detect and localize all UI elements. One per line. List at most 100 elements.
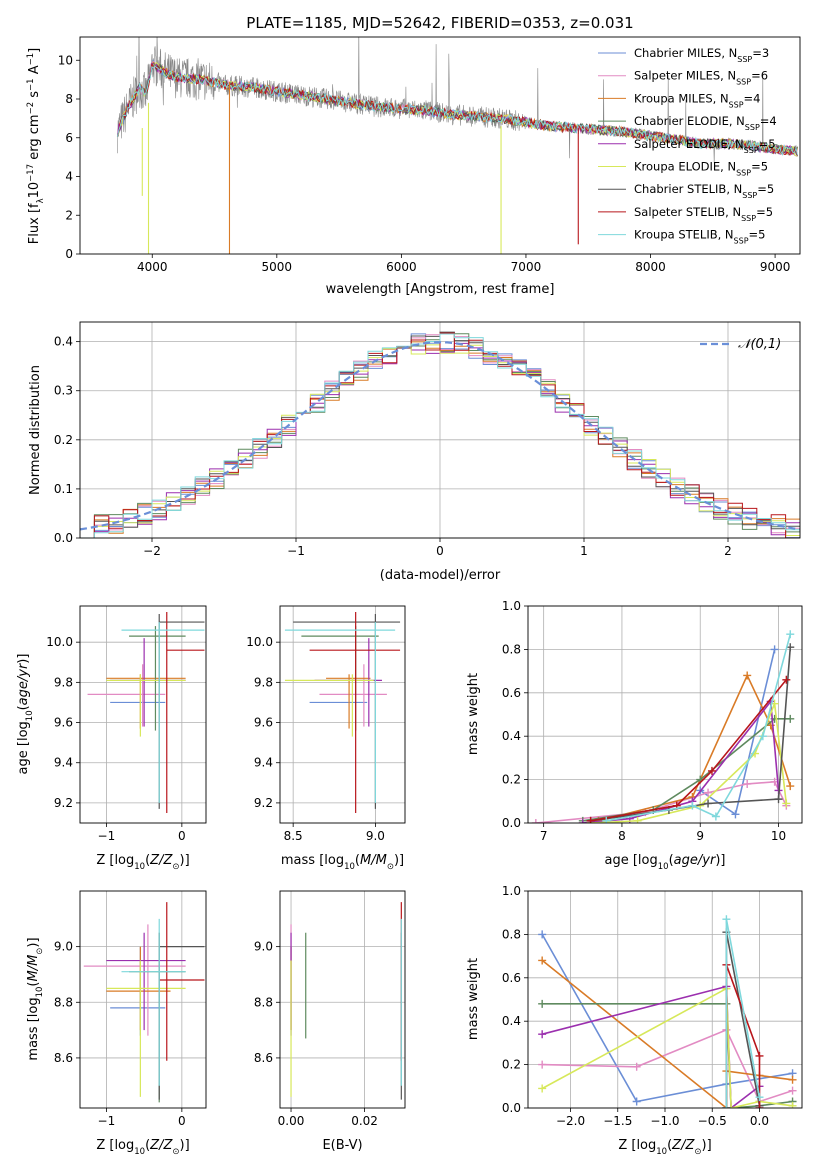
y-axis-label: mass [log10(M/M⊙)] bbox=[26, 937, 45, 1060]
weight-marker bbox=[727, 1104, 736, 1108]
weight-marker bbox=[632, 1062, 641, 1071]
weight-marker bbox=[538, 956, 547, 965]
x-tick-label: −2.0 bbox=[556, 1114, 585, 1128]
x-tick-label: 7 bbox=[540, 829, 548, 843]
y-tick-label: 0.8 bbox=[502, 927, 521, 941]
weight-marker bbox=[711, 812, 720, 821]
y-tick-label: 1.0 bbox=[502, 599, 521, 613]
y-tick-label: 9.6 bbox=[54, 716, 73, 730]
weight-marker bbox=[538, 999, 547, 1008]
axes-age-vs-Z: −1 0 9.2 9.4 9.6 9.8 10.0 Z [log10(Z/Z⊙)] age [l… bbox=[16, 605, 207, 872]
y-tick-label: 6 bbox=[65, 131, 73, 145]
y-tick-label: 0.4 bbox=[502, 729, 521, 743]
plot-area-weight-vs-Z bbox=[538, 915, 797, 1108]
x-tick-label: 9.0 bbox=[366, 829, 385, 843]
weight-marker bbox=[774, 795, 783, 804]
x-tick-label: 10 bbox=[771, 829, 786, 843]
y-tick-label: 9.0 bbox=[254, 940, 273, 954]
weight-line bbox=[541, 987, 793, 1108]
weight-line bbox=[590, 647, 792, 822]
frame-mass-vs-Z bbox=[79, 890, 207, 1109]
x-axis-label: Z [log10(Z/Z⊙)] bbox=[96, 1138, 189, 1157]
x-tick-label: −1.5 bbox=[603, 1114, 632, 1128]
weight-line bbox=[582, 718, 791, 822]
x-tick-label: 9 bbox=[696, 829, 704, 843]
legend-entry: Chabrier MILES, NSSP=3 bbox=[634, 46, 769, 64]
plot-area-age-vs-mass bbox=[284, 612, 401, 813]
x-axis-label: mass [log10(M/M⊙)] bbox=[281, 853, 404, 872]
x-axis-label: wavelength [Angstrom, rest frame] bbox=[326, 282, 555, 297]
x-axis-label: Z [log10(Z/Z⊙)] bbox=[96, 853, 189, 872]
weight-marker bbox=[538, 1060, 547, 1069]
weight-marker bbox=[782, 675, 791, 684]
weight-marker bbox=[743, 671, 752, 680]
y-tick-label: 8.8 bbox=[54, 995, 73, 1009]
weight-marker bbox=[722, 915, 731, 924]
x-tick-label: −1.0 bbox=[650, 1114, 679, 1128]
x-tick-label: −0.5 bbox=[698, 1114, 727, 1128]
x-tick-label: −2 bbox=[143, 544, 161, 558]
y-axis-label: mass weight bbox=[466, 673, 481, 755]
weight-line bbox=[542, 1028, 793, 1103]
y-tick-label: 2 bbox=[65, 208, 73, 222]
y-tick-label: 9.2 bbox=[254, 796, 273, 810]
y-tick-label: 9.4 bbox=[54, 756, 73, 770]
y-tick-label: 9.0 bbox=[54, 940, 73, 954]
y-tick-label: 0.0 bbox=[54, 531, 73, 545]
weight-marker bbox=[722, 1104, 731, 1108]
weight-marker bbox=[538, 930, 547, 939]
weight-marker bbox=[688, 801, 697, 810]
legend-entry: Kroupa ELODIE, NSSP=5 bbox=[634, 160, 768, 178]
weight-marker bbox=[578, 819, 587, 823]
axes-weight-vs-Z: −2.0 −1.5 −1.0 −0.5 0.0 0.0 0.2 0.4 0.6 0.8 1.0 Z [… bbox=[466, 884, 803, 1157]
y-tick-label: 0.4 bbox=[54, 335, 73, 349]
axes-spectrum: 4000 5000 6000 7000 8000 9000 0 2 4 6 8 10 wavelengt… bbox=[26, 36, 801, 297]
y-tick-label: 0.2 bbox=[502, 773, 521, 787]
model-spectrum-line bbox=[116, 64, 798, 157]
legend-entry: Chabrier STELIB, NSSP=5 bbox=[634, 182, 774, 200]
plot-area-spectrum bbox=[116, 37, 798, 254]
y-tick-label: 0.6 bbox=[502, 686, 521, 700]
weight-marker bbox=[538, 1084, 547, 1093]
x-axis-label: E(B-V) bbox=[322, 1138, 362, 1153]
weight-marker bbox=[632, 1097, 641, 1106]
x-tick-label: 6000 bbox=[386, 260, 417, 274]
weight-line bbox=[542, 1003, 793, 1108]
weight-line bbox=[590, 679, 787, 822]
x-tick-label: 4000 bbox=[137, 260, 168, 274]
weight-marker bbox=[758, 732, 767, 741]
y-tick-label: 8.6 bbox=[254, 1051, 273, 1065]
axes-mass-vs-ebv: 0.00 0.02 8.6 8.8 9.0 E(B-V) bbox=[254, 890, 406, 1153]
y-tick-label: 0.0 bbox=[502, 816, 521, 830]
weight-marker bbox=[788, 1075, 797, 1084]
y-axis-label: Normed distribution bbox=[28, 365, 43, 495]
weight-marker bbox=[755, 1093, 764, 1102]
frame-age-vs-Z bbox=[79, 605, 207, 824]
weight-marker bbox=[786, 782, 795, 791]
axes-weight-vs-age: 7 8 9 10 0.0 0.2 0.4 0.6 0.8 1.0 age [log10(age/yr… bbox=[466, 599, 803, 872]
histogram-step bbox=[80, 333, 800, 538]
plot-area-age-vs-Z bbox=[87, 612, 205, 813]
weight-marker bbox=[782, 799, 791, 808]
weight-marker bbox=[788, 1086, 797, 1095]
y-tick-label: 9.8 bbox=[254, 675, 273, 689]
plot-area-mass-vs-ebv bbox=[290, 902, 402, 1100]
axes-residuals: −2 −1 0 1 2 0.0 0.1 0.2 0.3 0.4 (data-model)/error… bbox=[28, 321, 801, 583]
x-axis-label: (data-model)/error bbox=[380, 568, 501, 583]
x-tick-label: 1 bbox=[580, 544, 588, 558]
y-tick-label: 0.4 bbox=[502, 1014, 521, 1028]
legend-entry: Salpeter ELODIE, NSSP=5 bbox=[634, 137, 776, 155]
y-tick-label: 9.6 bbox=[254, 716, 273, 730]
y-axis-label: age [log10(age/yr)] bbox=[16, 654, 35, 775]
figure-title: PLATE=1185, MJD=52642, FIBERID=0353, z=0… bbox=[246, 14, 633, 32]
weight-marker bbox=[602, 816, 611, 823]
weight-line bbox=[535, 780, 788, 823]
gaussian-curve bbox=[80, 341, 800, 531]
weight-marker bbox=[707, 766, 716, 775]
x-tick-label: 8.5 bbox=[284, 829, 303, 843]
legend-entry: Salpeter STELIB, NSSP=5 bbox=[634, 205, 773, 223]
y-tick-label: 0.3 bbox=[54, 384, 73, 398]
legend: Chabrier MILES, NSSP=3 Salpeter MILES, NS… bbox=[598, 46, 777, 245]
y-tick-label: 0 bbox=[65, 247, 73, 261]
y-tick-label: 0.8 bbox=[502, 642, 521, 656]
